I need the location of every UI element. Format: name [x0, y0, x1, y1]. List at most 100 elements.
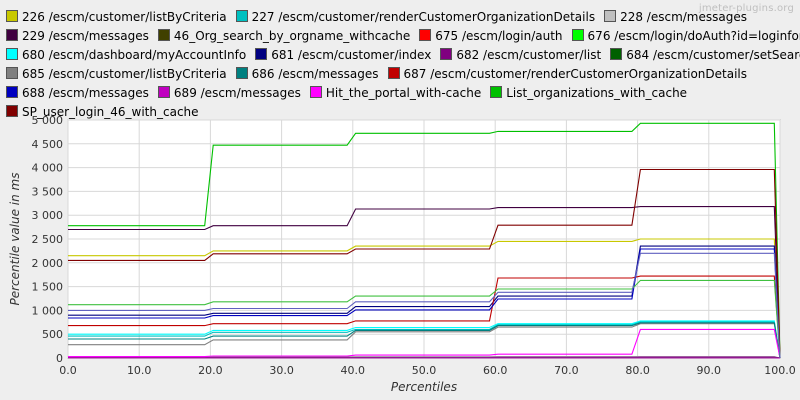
legend-item: 688 /escm/messages [6, 86, 149, 100]
chart-legend: 226 /escm/customer/listByCriteria 227 /es… [6, 6, 800, 120]
y-tick-label: 4 000 [32, 162, 64, 175]
legend-swatch [6, 10, 18, 22]
legend-swatch [6, 29, 18, 41]
legend-swatch [6, 67, 18, 79]
x-tick-label: 30.0 [269, 364, 294, 377]
legend-swatch [490, 86, 503, 98]
series-line-7 [68, 320, 781, 359]
legend-item: 680 /escm/dashboard/myAccountInfo [6, 48, 246, 62]
legend-label: 686 /escm/messages [251, 67, 379, 81]
y-tick-label: 1 500 [32, 281, 64, 294]
x-tick-label: 50.0 [412, 364, 437, 377]
legend-swatch [157, 86, 170, 98]
legend-item: 684 /escm/customer/setSearchBy [610, 48, 800, 62]
legend-item: 676 /escm/login/doAuth?id=loginform [571, 29, 800, 43]
series-line-19 [68, 279, 781, 359]
series-line-3 [68, 206, 781, 359]
legend-label: SP_user_login_46_with_cache [22, 105, 199, 119]
legend-item: 675 /escm/login/auth [419, 29, 563, 43]
legend-row: 685 /escm/customer/listByCriteria 686 /es… [6, 63, 747, 82]
legend-label: 229 /escm/messages [22, 29, 149, 43]
legend-label: 675 /escm/login/auth [435, 29, 563, 43]
y-tick-label: 0 [56, 352, 63, 365]
legend-swatch [610, 48, 623, 60]
legend-label: 680 /escm/dashboard/myAccountInfo [22, 48, 247, 62]
legend-swatch [604, 10, 617, 22]
legend-label: 228 /escm/messages [620, 10, 747, 24]
legend-swatch [6, 48, 18, 60]
x-axis-title: Percentiles [391, 380, 457, 394]
y-tick-label: 2 500 [32, 233, 64, 246]
legend-label: 687 /escm/customer/renderCustomerOrganiz… [403, 67, 747, 81]
series-line-17 [68, 122, 781, 359]
legend-item: SP_user_login_46_with_cache [6, 105, 199, 119]
series-line-16 [68, 328, 781, 359]
legend-item: 229 /escm/messages [6, 29, 149, 43]
y-tick-label: 500 [42, 328, 63, 341]
x-tick-label: 90.0 [697, 364, 722, 377]
legend-swatch [235, 10, 248, 22]
legend-swatch [6, 105, 18, 117]
y-tick-label: 4 500 [32, 138, 64, 151]
legend-row: 680 /escm/dashboard/myAccountInfo 681 /es… [6, 44, 800, 63]
legend-label: List_organizations_with_cache [506, 86, 688, 100]
series-line-8 [68, 245, 781, 359]
legend-label: 684 /escm/customer/setSearchBy [626, 48, 800, 62]
legend-label: 688 /escm/messages [22, 86, 149, 100]
legend-swatch [6, 86, 18, 98]
series-line-13 [68, 275, 781, 359]
legend-swatch [440, 48, 453, 60]
legend-label: 681 /escm/customer/index [271, 48, 432, 62]
legend-label: 226 /escm/customer/listByCriteria [22, 10, 227, 24]
legend-label: 689 /escm/messages [173, 86, 301, 100]
legend-row: 688 /escm/messages 689 /escm/messages Hit_… [6, 82, 726, 101]
legend-row: SP_user_login_46_with_cache [6, 101, 726, 120]
x-tick-label: 10.0 [127, 364, 152, 377]
x-tick-label: 100.0 [764, 364, 796, 377]
series-line-20 [68, 252, 781, 359]
legend-item: 687 /escm/customer/renderCustomerOrganiz… [387, 67, 747, 81]
legend-swatch [255, 48, 268, 60]
legend-item: 46_Org_search_by_orgname_withcache [157, 29, 411, 43]
legend-label: 227 /escm/customer/renderCustomerOrganiz… [251, 10, 596, 24]
legend-row: 229 /escm/messages 46_Org_search_by_orgna… [6, 25, 800, 44]
y-tick-label: 2 000 [32, 257, 64, 270]
series-line-0 [68, 238, 781, 359]
legend-item: 689 /escm/messages [157, 86, 301, 100]
legend-label: 685 /escm/customer/listByCriteria [22, 67, 227, 81]
legend-label: Hit_the_portal_with-cache [325, 86, 482, 100]
series-line-1 [68, 321, 781, 359]
watermark: jmeter-plugins.org [698, 3, 794, 14]
x-tick-label: 0.0 [59, 364, 77, 377]
x-tick-label: 40.0 [341, 364, 366, 377]
legend-swatch [235, 67, 248, 79]
legend-swatch [571, 29, 584, 41]
series-line-18 [68, 168, 781, 359]
x-tick-label: 20.0 [198, 364, 223, 377]
series-line-12 [68, 322, 781, 359]
legend-item: Hit_the_portal_with-cache [309, 86, 482, 100]
y-tick-label: 3 000 [32, 209, 64, 222]
legend-item: 226 /escm/customer/listByCriteria [6, 10, 227, 24]
legend-item: 681 /escm/customer/index [255, 48, 431, 62]
x-tick-label: 70.0 [554, 364, 579, 377]
legend-label: 46_Org_search_by_orgname_withcache [173, 29, 411, 43]
x-tick-label: 80.0 [625, 364, 650, 377]
legend-item: 682 /escm/customer/list [440, 48, 601, 62]
legend-swatch [387, 67, 400, 79]
series-line-14 [68, 248, 781, 359]
legend-swatch [419, 29, 432, 41]
legend-item: List_organizations_with_cache [490, 86, 687, 100]
legend-label: 682 /escm/customer/list [456, 48, 602, 62]
y-tick-label: 1 000 [32, 304, 64, 317]
legend-item: 227 /escm/customer/renderCustomerOrganiz… [235, 10, 596, 24]
y-tick-label: 5 000 [32, 114, 64, 127]
legend-label: 676 /escm/login/doAuth?id=loginform [587, 29, 800, 43]
y-axis-title: Percentile value in ms [8, 173, 22, 306]
legend-item: 228 /escm/messages [604, 10, 747, 24]
legend-row: 226 /escm/customer/listByCriteria 227 /es… [6, 6, 747, 25]
legend-swatch [157, 29, 170, 41]
legend-item: 686 /escm/messages [235, 67, 379, 81]
series-line-11 [68, 323, 781, 359]
